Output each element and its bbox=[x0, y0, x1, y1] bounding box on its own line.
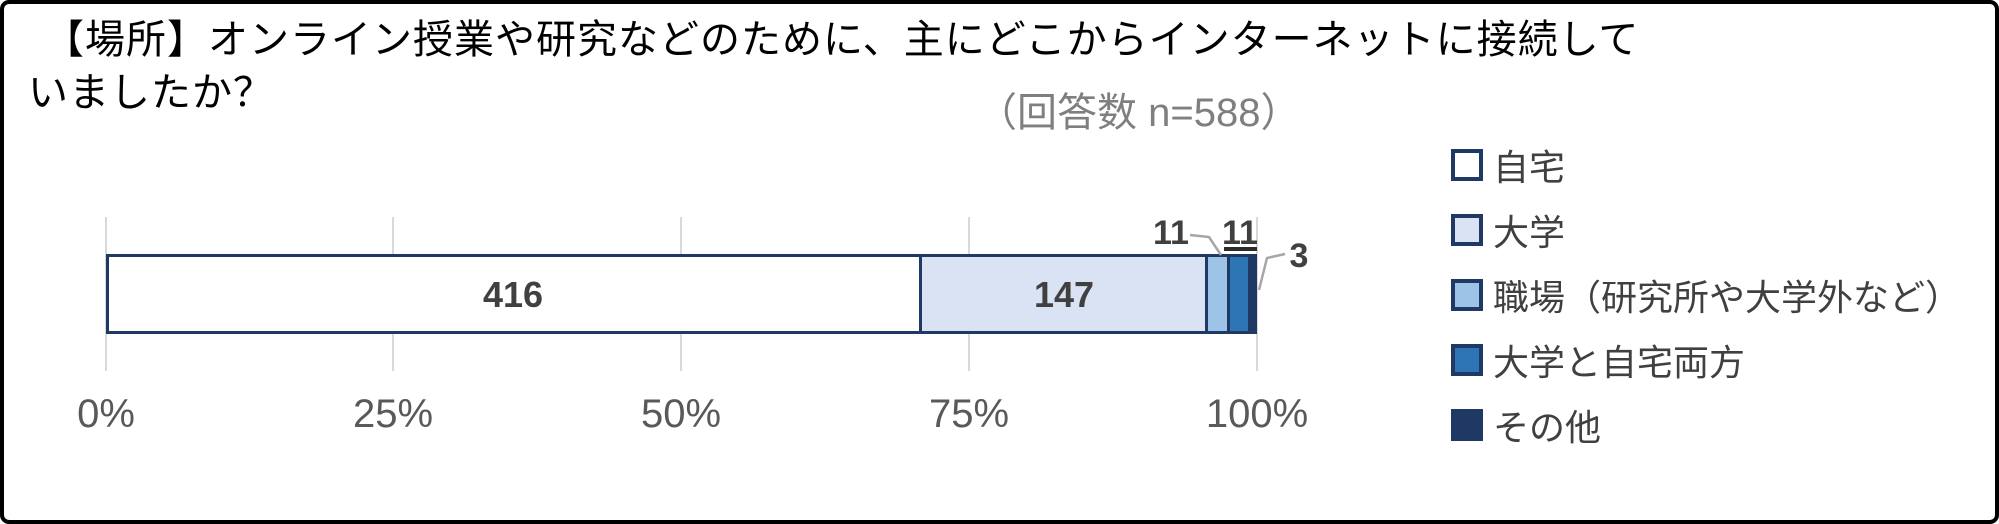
legend-swatch-university bbox=[1451, 213, 1483, 246]
legend-swatch-home bbox=[1451, 148, 1483, 181]
x-tick-label: 0% bbox=[77, 392, 135, 436]
legend-item-university: 大学 bbox=[1451, 197, 1961, 262]
bar-segment-both bbox=[1226, 257, 1249, 331]
chart-title-line2: いましたか？ bbox=[28, 71, 274, 115]
legend-item-other: その他 bbox=[1451, 392, 1961, 457]
value-label-both: 11 bbox=[1222, 214, 1258, 252]
legend-label: 自宅 bbox=[1493, 146, 1566, 188]
x-tick-label: 50% bbox=[640, 392, 722, 436]
gridline-100pct bbox=[1256, 217, 1258, 371]
value-label-home: 416 bbox=[482, 274, 544, 315]
x-tick-label: 100% bbox=[1205, 392, 1309, 436]
value-label-both-underline bbox=[1224, 247, 1257, 251]
legend-swatch-other bbox=[1451, 408, 1483, 441]
legend-label: 職場（研究所や大学外など） bbox=[1493, 276, 1962, 318]
chart-title: 【場所】オンライン授業や研究などのために、主にどこからインターネットに接続して … bbox=[28, 14, 1639, 120]
legend: 自宅 大学 職場（研究所や大学外など） 大学と自宅両方 その他 bbox=[1451, 132, 1961, 457]
x-tick-label: 25% bbox=[352, 392, 434, 436]
bar-segment-university bbox=[919, 257, 1206, 331]
legend-item-home: 自宅 bbox=[1451, 132, 1961, 197]
value-label-university: 147 bbox=[1033, 274, 1095, 315]
x-axis: 0% 25% 50% 75% 100% bbox=[4, 392, 1995, 442]
legend-item-both: 大学と自宅両方 bbox=[1451, 327, 1961, 392]
legend-swatch-workplace bbox=[1451, 278, 1483, 311]
x-tick-label: 75% bbox=[928, 392, 1010, 436]
legend-label: その他 bbox=[1493, 406, 1602, 448]
legend-item-workplace: 職場（研究所や大学外など） bbox=[1451, 262, 1961, 327]
value-label-workplace: 11 bbox=[1153, 214, 1189, 252]
legend-swatch-both bbox=[1451, 343, 1483, 376]
bar-segment-other bbox=[1248, 257, 1254, 331]
chart-title-line1: 【場所】オンライン授業や研究などのために、主にどこからインターネットに接続して bbox=[44, 18, 1640, 62]
response-count-subtitle: （回答数 n=588） bbox=[977, 91, 1301, 135]
stacked-bar bbox=[106, 254, 1257, 334]
bar-segment-home bbox=[109, 257, 920, 331]
value-label-other: 3 bbox=[1289, 237, 1309, 275]
legend-label: 大学 bbox=[1493, 211, 1566, 253]
legend-label: 大学と自宅両方 bbox=[1493, 341, 1746, 383]
bar-segment-workplace bbox=[1205, 257, 1227, 331]
